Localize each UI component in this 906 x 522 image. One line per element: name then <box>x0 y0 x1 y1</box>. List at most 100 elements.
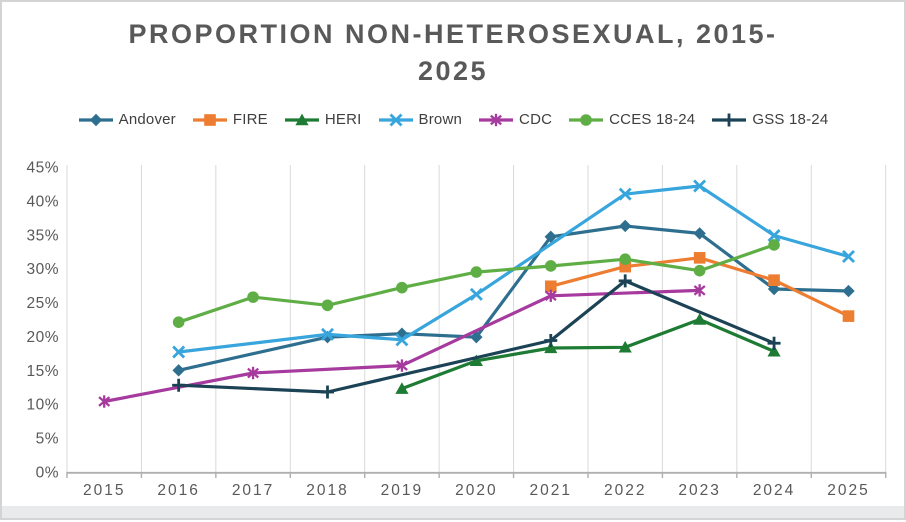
y-tick-label: 40% <box>26 193 59 210</box>
x-tick-label: 2016 <box>157 482 199 499</box>
x-tick-label: 2021 <box>530 482 572 499</box>
data-point-2022 <box>619 219 632 233</box>
marker-shape <box>98 396 111 407</box>
legend-item-cces-18-24: CCES 18-24 <box>568 111 695 128</box>
y-tick-label: 25% <box>26 295 59 312</box>
x-tick-label: 2018 <box>306 482 348 499</box>
series-gss-18-24 <box>172 274 781 399</box>
legend-label: HERI <box>324 111 362 128</box>
marker-shape <box>321 327 334 341</box>
data-point-2023 <box>693 179 707 193</box>
x-tick-label: 2017 <box>232 482 274 499</box>
marker-shape <box>544 290 557 302</box>
legend-item-heri: HERI <box>284 111 362 128</box>
legend-marker <box>490 113 502 126</box>
diamond-marker-icon <box>78 113 113 126</box>
marker-shape <box>470 330 483 344</box>
data-point-2024 <box>767 344 781 357</box>
marker-shape <box>321 299 334 312</box>
x-tick-label: 2015 <box>83 482 125 499</box>
marker-shape <box>470 266 483 278</box>
data-point-2020 <box>469 287 483 301</box>
marker-shape <box>580 113 592 126</box>
legend-marker <box>89 113 102 126</box>
marker-shape <box>693 252 706 264</box>
marker-shape <box>204 113 216 126</box>
legend-item-cdc: CDC <box>478 111 552 128</box>
plus-marker-icon <box>712 113 747 126</box>
x-tick-label: 2020 <box>455 482 497 499</box>
data-point-2015 <box>98 395 111 408</box>
data-point-2018 <box>321 299 334 312</box>
marker-shape <box>395 360 408 371</box>
series-line <box>400 317 776 391</box>
series-line <box>177 184 851 354</box>
marker-shape <box>693 285 706 296</box>
legend-label: Brown <box>418 111 463 128</box>
series-fire <box>544 252 855 322</box>
y-tick-label: 35% <box>26 227 59 244</box>
marker-shape <box>544 341 558 354</box>
y-tick-label: 30% <box>26 261 59 278</box>
marker-shape <box>544 280 557 293</box>
marker-shape <box>693 227 706 240</box>
data-point-2022 <box>618 187 632 201</box>
triangle-marker-icon <box>284 113 319 125</box>
square-marker-icon <box>192 113 227 126</box>
marker-shape <box>693 179 707 193</box>
data-point-2023 <box>693 284 706 297</box>
chart-title-line-2: 2025 <box>417 56 489 86</box>
legend-item-brown: Brown <box>378 111 463 128</box>
y-tick-label: 10% <box>26 397 59 414</box>
marker-shape <box>247 291 259 303</box>
legend-marker <box>389 113 402 126</box>
data-point-2021 <box>544 334 558 348</box>
data-point-2022 <box>618 274 632 288</box>
marker-shape <box>619 219 632 233</box>
data-point-2022 <box>618 340 632 353</box>
series-heri <box>395 313 781 394</box>
legend-item-fire: FIRE <box>192 111 268 128</box>
marker-shape <box>490 114 502 125</box>
data-point-2019 <box>395 382 409 394</box>
marker-shape <box>618 340 632 353</box>
marker-shape <box>619 253 632 265</box>
legend-marker <box>722 113 736 126</box>
marker-shape <box>693 264 706 277</box>
y-tick-label: 45% <box>26 160 59 177</box>
data-point-2020 <box>470 330 483 344</box>
data-point-2016 <box>172 345 186 359</box>
data-point-2024 <box>768 239 780 251</box>
series-line <box>177 243 776 324</box>
marker-shape <box>469 287 483 301</box>
marker-shape <box>395 382 409 394</box>
x-tick-label: 2022 <box>604 482 646 499</box>
marker-shape <box>767 344 781 357</box>
y-tick-label: 15% <box>26 363 59 380</box>
legend-marker <box>295 113 309 125</box>
x-tick-label: 2019 <box>381 482 423 499</box>
marker-shape <box>89 113 102 126</box>
data-point-2025 <box>841 249 855 263</box>
marker-shape <box>172 345 186 359</box>
data-point-2024 <box>768 274 780 286</box>
data-point-2025 <box>842 310 855 322</box>
data-point-2024 <box>767 228 781 242</box>
data-point-2019 <box>395 359 408 372</box>
series-cdc <box>98 284 706 408</box>
data-point-2020 <box>469 354 483 367</box>
legend-label: CCES 18-24 <box>609 111 696 128</box>
marker-shape <box>841 249 855 263</box>
marker-shape <box>172 364 185 377</box>
data-point-2018 <box>321 327 334 341</box>
marker-shape <box>619 260 632 273</box>
data-point-2016 <box>172 364 185 377</box>
data-point-2018 <box>320 385 334 399</box>
marker-shape <box>618 187 632 201</box>
y-tick-label: 20% <box>26 329 59 346</box>
data-point-2025 <box>842 284 855 298</box>
data-point-2023 <box>693 313 707 325</box>
data-point-2021 <box>544 260 557 272</box>
